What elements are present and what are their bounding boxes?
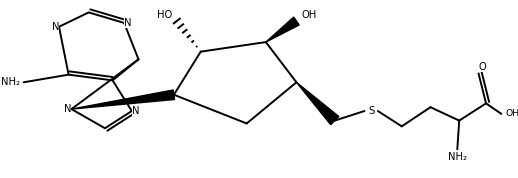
Text: HO: HO (157, 10, 172, 20)
Polygon shape (296, 82, 339, 125)
Text: N: N (124, 18, 132, 28)
Text: N: N (64, 104, 71, 114)
Text: O: O (478, 62, 486, 72)
Text: S: S (368, 106, 375, 116)
Polygon shape (266, 17, 299, 42)
Text: NH₂: NH₂ (448, 152, 467, 162)
Text: OH: OH (301, 10, 316, 20)
Text: N: N (132, 106, 139, 116)
Text: OH: OH (505, 109, 518, 118)
Text: N: N (51, 22, 59, 32)
Text: NH₂: NH₂ (1, 77, 20, 87)
Polygon shape (71, 90, 175, 109)
